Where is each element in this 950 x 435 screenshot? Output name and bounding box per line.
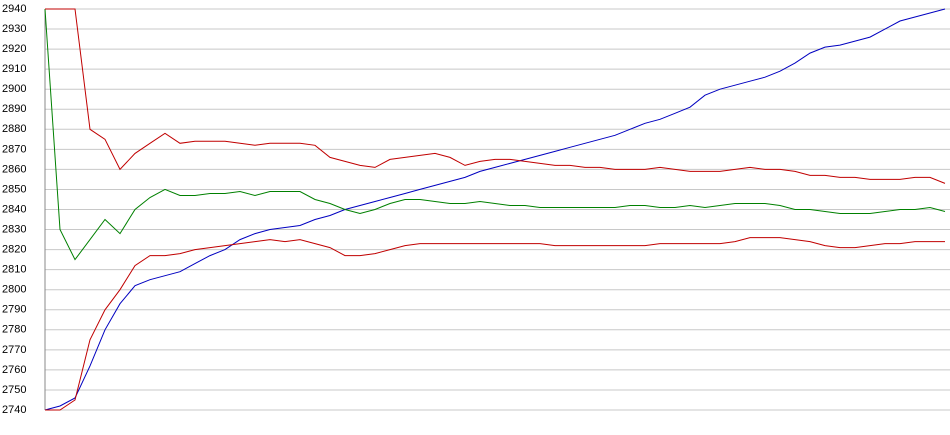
y-tick-label: 2870 [2,143,26,155]
y-tick-label: 2920 [2,43,26,55]
series-line [45,8,946,184]
y-tick-label: 2740 [2,404,26,416]
y-tick-label: 2890 [2,103,26,115]
y-tick-label: 2840 [2,203,26,215]
y-tick-label: 2860 [2,163,26,175]
y-tick-label: 2820 [2,244,26,256]
y-tick-label: 2790 [2,304,26,316]
y-tick-label: 2910 [2,63,26,75]
y-tick-label: 2930 [2,23,26,35]
y-tick-label: 2880 [2,123,26,135]
y-tick-label: 2830 [2,223,26,235]
y-tick-label: 2900 [2,83,26,95]
y-tick-label: 2770 [2,344,26,356]
series-line [44,8,946,261]
y-tick-label: 2850 [2,183,26,195]
series-line [44,8,946,411]
y-tick-label: 2800 [2,284,26,296]
y-tick-label: 2760 [2,364,26,376]
series-line [45,237,945,411]
y-tick-label: 2780 [2,324,26,336]
y-tick-label: 2810 [2,264,26,276]
y-tick-label: 2750 [2,384,26,396]
y-tick-label: 2940 [2,3,26,15]
